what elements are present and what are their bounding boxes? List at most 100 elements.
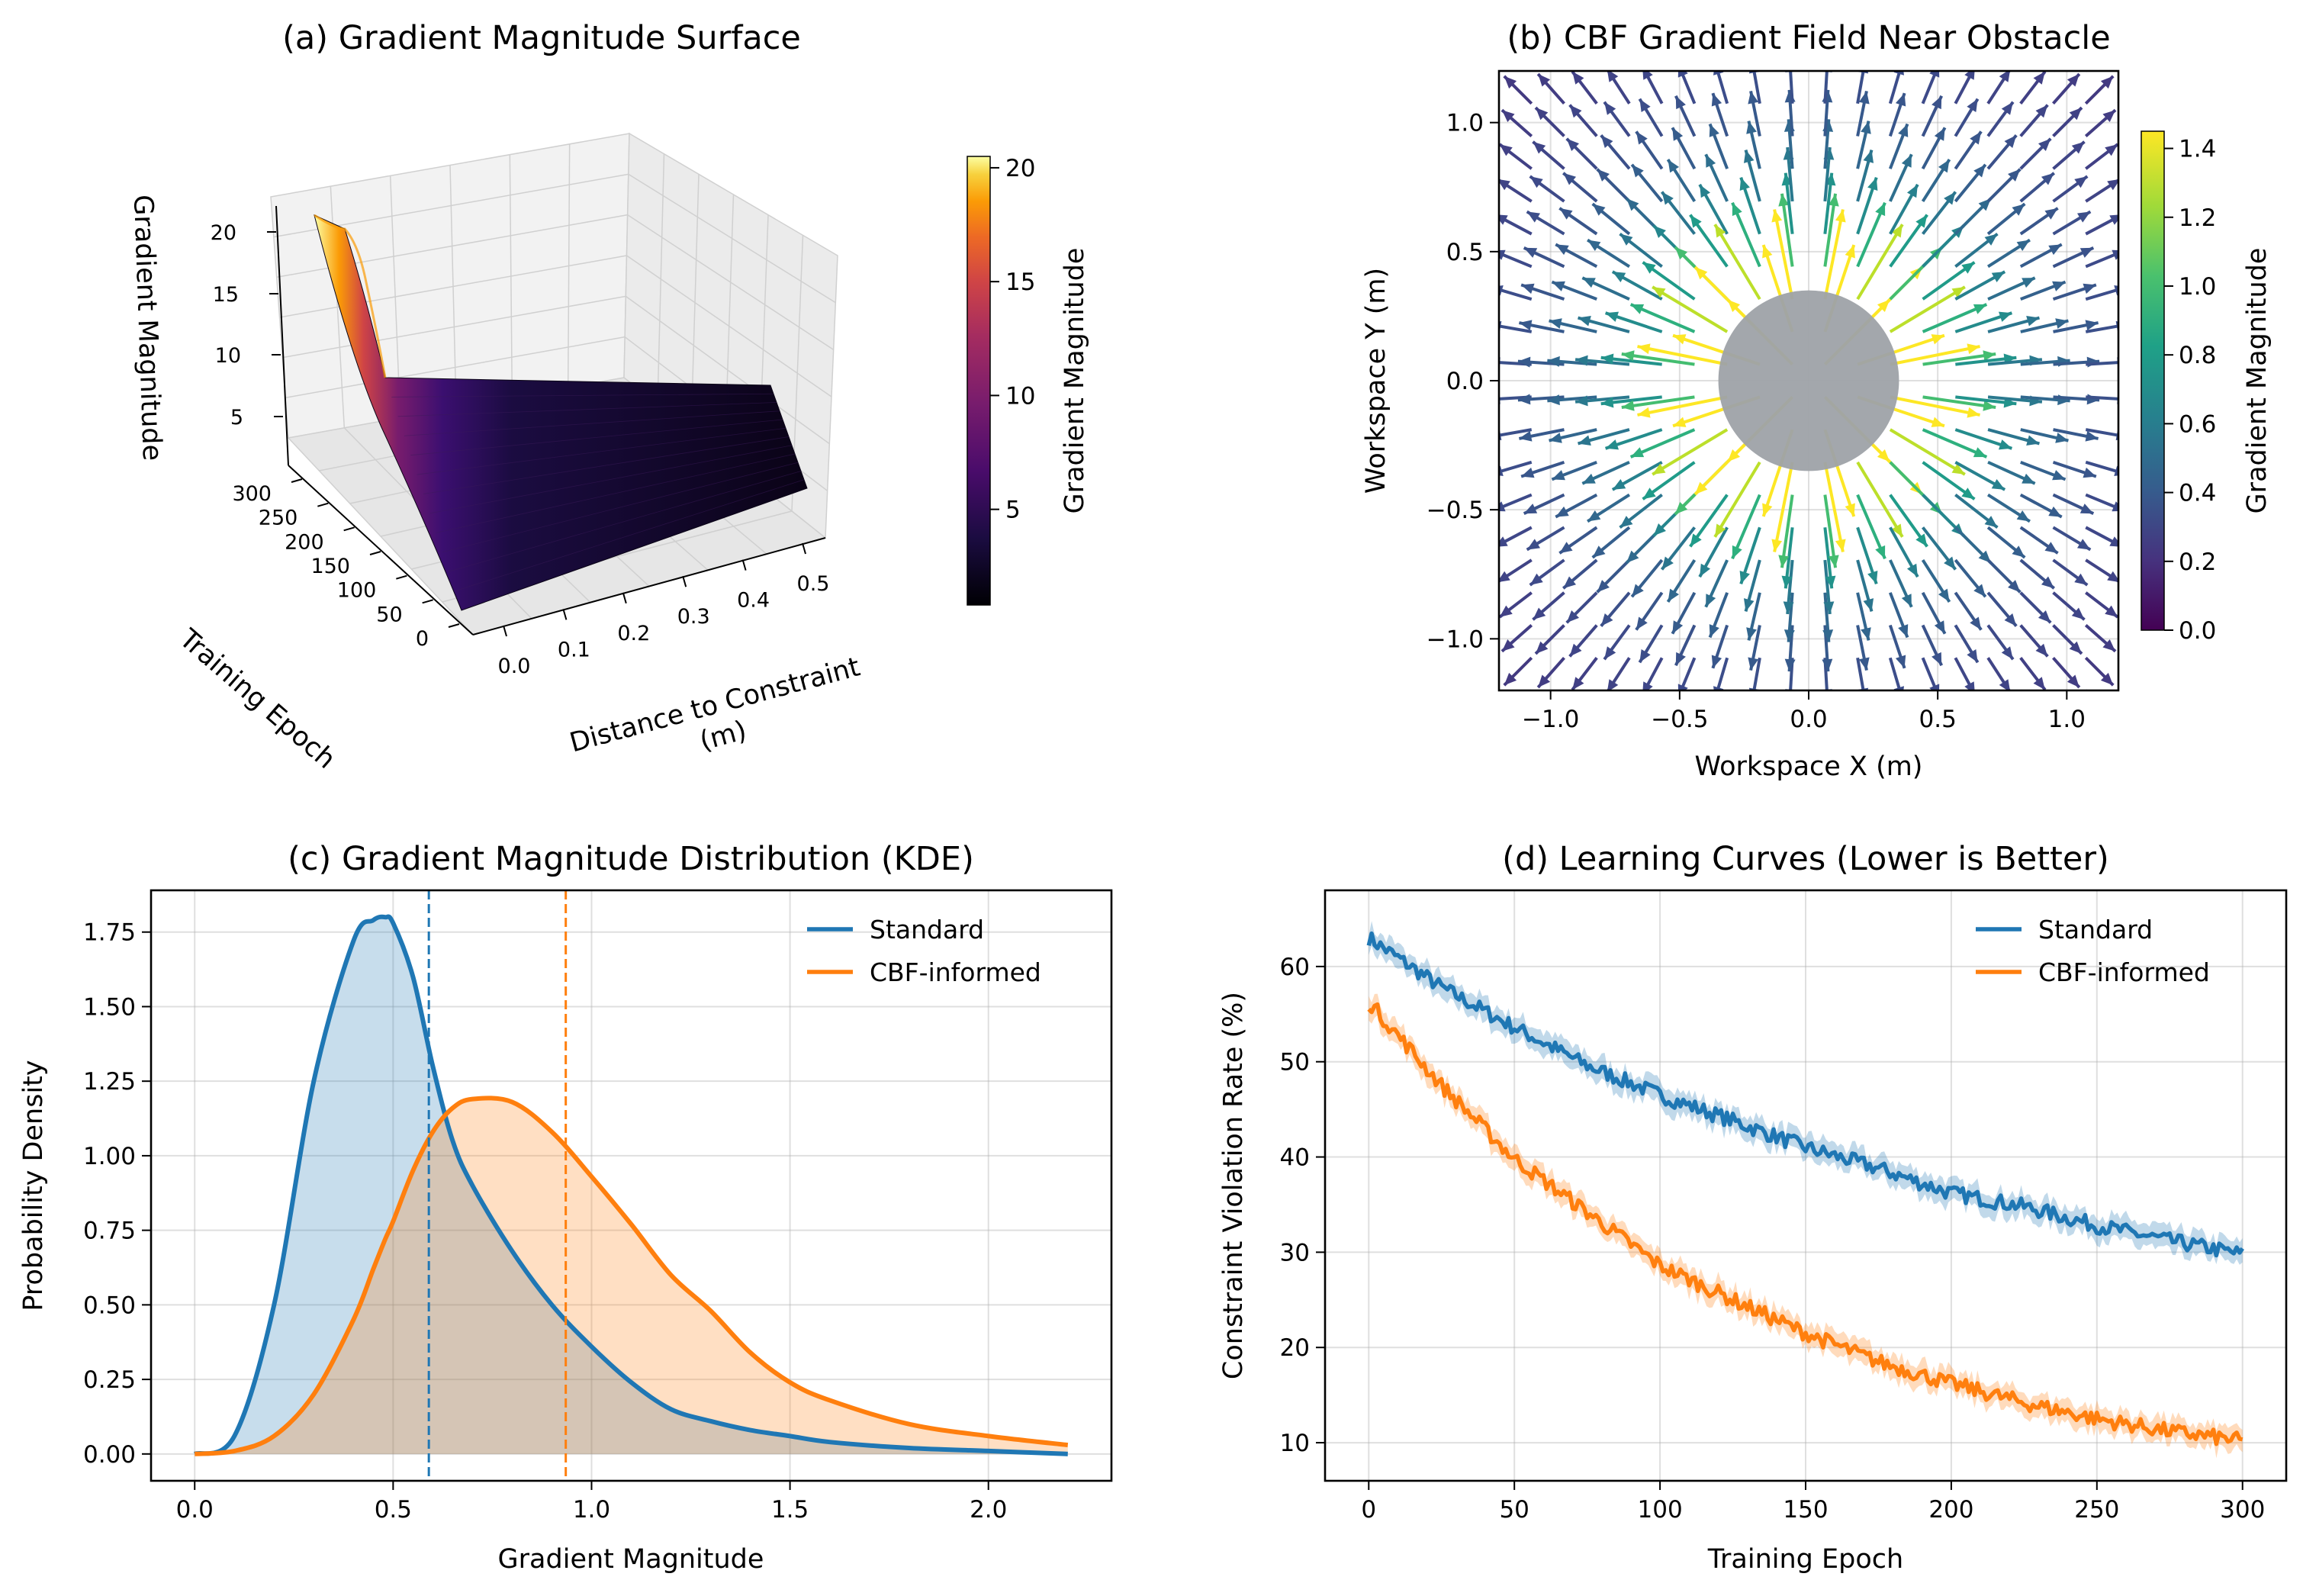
quiver-arrowhead	[1675, 95, 1686, 110]
x-tick-label: 2.0	[970, 1496, 1007, 1524]
quiver-arrowhead	[2033, 71, 2045, 85]
quiver-arrowhead	[1600, 397, 1614, 408]
panel-d-xlabel: Training Epoch	[1707, 1544, 1903, 1575]
x-tick-label: 100	[1638, 1496, 1683, 1524]
quiver-arrowhead	[1706, 594, 1716, 607]
quiver-arrowhead	[2112, 501, 2118, 512]
quiver-arrowhead	[1934, 127, 1945, 141]
quiver-arrowhead	[2107, 179, 2118, 191]
quiver-arrowhead	[2100, 672, 2114, 686]
quiver-arrowhead	[2079, 247, 2094, 258]
quiver-arrowhead	[2001, 101, 2013, 115]
quiver-arrow	[1856, 71, 1865, 105]
quiver-arrowhead	[1653, 225, 1666, 238]
quiver-arrowhead	[1499, 465, 1504, 477]
quiver-arrowhead	[2016, 240, 2030, 252]
colorbar-tick-label: 15	[1005, 269, 1035, 296]
quiver-arrowhead	[1967, 407, 1980, 418]
quiver-arrowhead	[1781, 575, 1793, 589]
quiver-arrowhead	[1822, 629, 1834, 642]
quiver-arrowhead	[1973, 584, 1986, 597]
quiver-arrow	[2085, 428, 2118, 437]
quiver-arrowhead	[1991, 478, 2005, 490]
quiver-arrowhead	[1967, 648, 1978, 663]
quiver-field	[1462, 44, 2147, 730]
quiver-arrowhead	[1462, 535, 1475, 545]
quiver-arrowhead	[2132, 44, 2144, 56]
quiver-arrowhead	[1934, 620, 1945, 634]
quiver-arrowhead	[1778, 555, 1790, 568]
panel-a-colorbar-ticks: 5 10 15 20	[990, 155, 1035, 524]
panel-c-ticks: 0.0 0.5 1.0 1.5 2.0 0.00 0.25 0.50 0.75 1.00 1.25 1…	[83, 919, 1007, 1524]
quiver-arrowhead	[1898, 624, 1909, 638]
quiver-arrowhead	[2085, 320, 2099, 331]
quiver-arrow	[1890, 345, 1980, 366]
panel-c-xlabel: Gradient Magnitude	[498, 1544, 764, 1575]
x-tick-label: 0.5	[1919, 706, 1957, 733]
y-tick-label: 1.0	[1446, 110, 1484, 137]
quiver-arrowhead	[2085, 430, 2099, 442]
quiver-arrowhead	[2055, 433, 2069, 443]
quiver-arrowhead	[1944, 556, 1956, 570]
quiver-arrowhead	[1668, 588, 1680, 602]
quiver-arrowhead	[1674, 501, 1688, 515]
quiver-arrow	[1856, 224, 1904, 301]
quiver-arrowhead	[2048, 244, 2062, 256]
panel-d-ylabel: Constraint Violation Rate (%)	[1218, 992, 1249, 1379]
quiver-arrowhead	[1929, 684, 1940, 690]
legend-standard-label: Standard	[2038, 915, 2153, 944]
quiver-arrowhead	[1538, 73, 1551, 87]
quiver-arrowhead	[1504, 76, 1517, 89]
quiver-arrowhead	[1875, 545, 1886, 559]
quiver-arrowhead	[1533, 141, 1546, 154]
quiver-arrowhead	[1964, 71, 1975, 80]
quiver-arrowhead	[2052, 470, 2066, 481]
x-tick-mark	[802, 542, 806, 555]
quiver-arrowhead	[2134, 671, 2147, 684]
quiver-arrowhead	[1499, 571, 1510, 582]
quiver-arrowhead	[1931, 417, 1944, 427]
quiver-arrowhead	[2105, 144, 2118, 156]
surface-meshline	[436, 453, 796, 533]
quiver-arrowhead	[1587, 240, 1601, 252]
quiver-arrowhead	[1732, 545, 1742, 559]
quiver-arrow	[1679, 657, 1697, 690]
quiver-arrowhead	[2012, 204, 2025, 216]
y-tick-label: −0.5	[1427, 497, 1484, 524]
y-tick-label: 1.75	[83, 919, 136, 947]
quiver-arrowhead	[2102, 639, 2116, 652]
quiver-arrowhead	[1462, 217, 1475, 227]
quiver-arrowhead	[1762, 503, 1773, 516]
quiver-arrow	[1637, 345, 1728, 366]
y-tick-label: 60	[1280, 954, 1310, 981]
x-axis-line	[472, 537, 826, 636]
quiver-arrowhead	[2105, 605, 2118, 617]
quiver-arrow	[1472, 690, 1499, 717]
quiver-arrow	[1499, 658, 1500, 660]
quiver-arrowhead	[1597, 580, 1610, 593]
quiver-arrowhead	[1748, 657, 1759, 671]
quiver-arrowhead	[1931, 652, 1942, 666]
y-tick-label: 20	[1280, 1334, 1310, 1362]
quiver-arrowhead	[1823, 601, 1835, 614]
quiver-arrowhead	[2100, 76, 2114, 89]
quiver-arrowhead	[2008, 580, 2021, 593]
quiver-arrow	[2118, 690, 2145, 717]
kde-line-1	[195, 1096, 1069, 1456]
panel-b-xlabel: Workspace X (m)	[1695, 751, 1923, 782]
quiver-arrowhead	[1499, 179, 1510, 191]
quiver-arrowhead	[1715, 224, 1726, 238]
quiver-arrowhead	[1569, 105, 1582, 118]
legend-standard-label: Standard	[870, 915, 984, 944]
quiver-arrowhead	[1893, 686, 1905, 690]
y-tick-mark	[343, 526, 355, 532]
quiver-arrowhead	[1835, 209, 1846, 223]
quiver-arrowhead	[1715, 717, 1726, 730]
quiver-arrowhead	[1519, 430, 1533, 442]
quiver-arrowhead	[1673, 417, 1687, 427]
y-tick-label: 50	[1280, 1049, 1310, 1076]
quiver-arrowhead	[1672, 620, 1684, 634]
x-tick-mark	[562, 609, 568, 620]
quiver-arrowhead	[1587, 510, 1601, 522]
